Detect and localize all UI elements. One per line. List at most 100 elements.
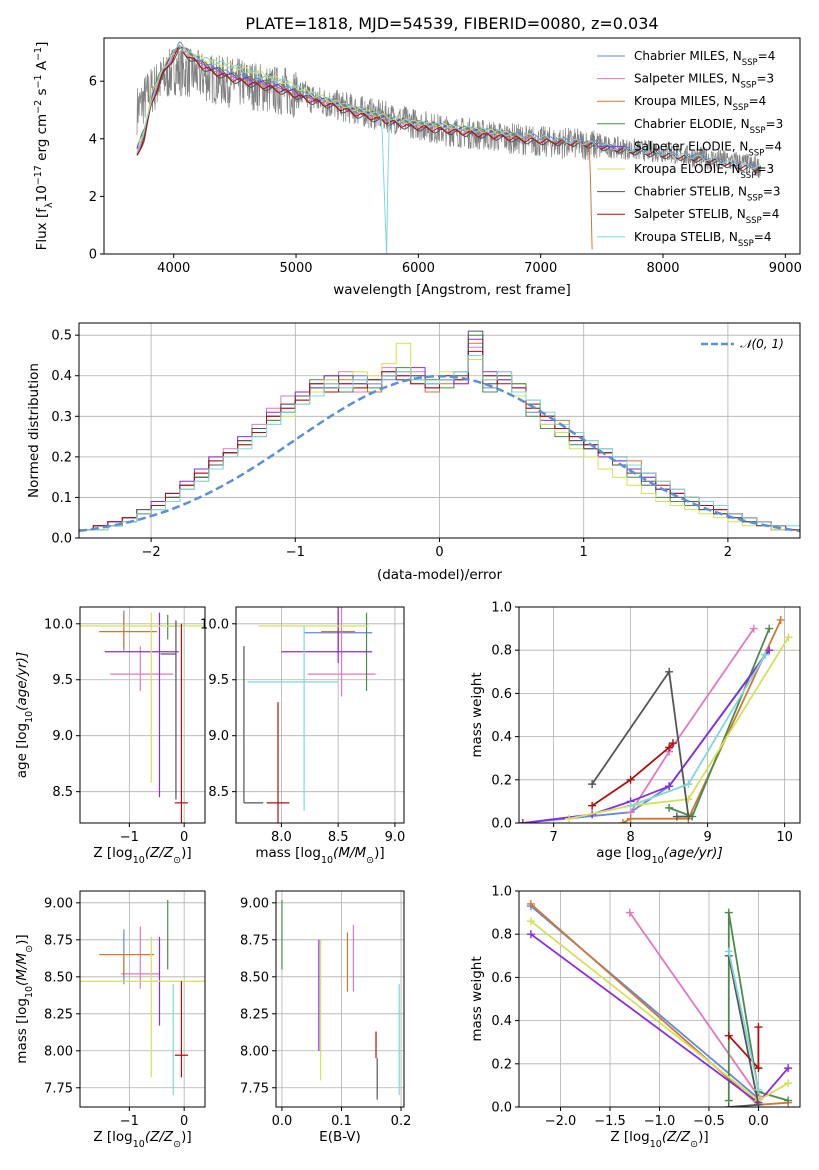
label-part: A <box>34 60 50 74</box>
axes-frame <box>275 890 405 1108</box>
legend-sub: SSP <box>750 126 766 136</box>
x-axis-label: Z [log10(Z/Z⊙)] <box>93 1129 191 1150</box>
y-tick-label: 0.6 <box>491 687 512 702</box>
x-tick-label: 0 <box>180 830 188 845</box>
errorbar-point <box>110 646 174 691</box>
x-tick-label: 9000 <box>769 261 802 276</box>
x-tick-label: −2.0 <box>545 1114 577 1129</box>
model-spectrum-line <box>136 46 761 254</box>
label-part: Z [log <box>610 1129 649 1145</box>
x-tick-label: 1 <box>580 545 588 560</box>
y-tick-label: 8.25 <box>240 1007 269 1022</box>
weight-marker <box>754 1023 763 1032</box>
label-part: )] <box>14 934 30 945</box>
x-tick-label: 4000 <box>157 261 190 276</box>
axes-frame <box>518 606 801 824</box>
label-part: 10 <box>133 855 145 866</box>
x-axis-label: wavelength [Angstrom, rest frame] <box>333 282 571 298</box>
legend-value: =4 <box>754 230 772 244</box>
weight-marker <box>626 814 635 823</box>
x-tick-label: 9 <box>703 830 711 845</box>
axes-age-vs-Z: −1 0 8.5 9.0 9.5 10.0 <box>44 606 206 845</box>
y-tick-label: 0 <box>89 248 97 263</box>
y-tick-label: 2 <box>89 190 97 205</box>
legend-name: Kroupa ELODIE, N <box>634 162 741 176</box>
plot-area <box>519 615 793 823</box>
model-spectrum-line <box>136 45 516 146</box>
x-axis-label: E(B-V) <box>319 1129 361 1145</box>
y-tick-label: 0.0 <box>51 532 72 547</box>
errorbar-point <box>99 954 155 977</box>
weight-marker <box>565 814 574 823</box>
label-part: 10 <box>650 1139 662 1150</box>
weight-series <box>724 947 763 1094</box>
gaussian-curve <box>79 374 800 533</box>
x-axis-label: mass [log10(M/M⊙)] <box>255 845 384 866</box>
x-tick-label: −1 <box>120 1114 139 1129</box>
label-part: (Z/Z <box>145 845 174 861</box>
errorbar-point <box>174 623 189 823</box>
errorbar-point <box>104 612 179 798</box>
legend-sub: SSP <box>741 171 757 181</box>
histogram-step <box>79 355 800 531</box>
x-axis-label: age [log10(age/yr)] <box>596 845 722 866</box>
legend-name: Salpeter MILES, N <box>634 72 741 86</box>
weight-series <box>724 1023 763 1073</box>
label-part: ⊙ <box>173 1139 181 1150</box>
errorbar-point <box>80 612 205 783</box>
y-axis-label: age [log10(age/yr)] <box>14 652 35 778</box>
label-part: −1 <box>33 47 44 61</box>
x-tick-label: 2 <box>724 545 732 560</box>
weight-marker <box>749 624 758 633</box>
label-part: −1 <box>33 74 44 88</box>
legend-name: Chabrier ELODIE, N <box>634 117 750 131</box>
weight-marker <box>665 667 674 676</box>
weight-marker <box>784 1079 793 1088</box>
y-tick-label: 8.75 <box>240 933 269 948</box>
x-axis-label: Z [log10(Z/Z⊙)] <box>610 1129 708 1150</box>
y-axis-label: mass [log10(M/M⊙)] <box>14 934 35 1063</box>
errorbar-point <box>121 926 160 989</box>
label-part: Z [log <box>93 845 132 861</box>
legend-name: Kroupa STELIB, N <box>634 230 738 244</box>
errorbar-point <box>80 936 205 1078</box>
weight-series <box>588 739 677 810</box>
y-tick-label: 7.75 <box>240 1081 269 1096</box>
axes-frame <box>79 606 206 824</box>
label-part: 10 <box>321 855 333 866</box>
plot-area <box>79 330 800 533</box>
weight-line <box>591 742 674 807</box>
axes-weight-vs-age: 7 8 9 10 0.0 0.2 0.4 0.6 0.8 1.0 <box>491 601 801 845</box>
y-tick-label: 0.5 <box>51 329 72 344</box>
label-part: s <box>34 88 50 99</box>
legend-name: Salpeter STELIB, N <box>634 207 746 221</box>
weight-marker <box>672 812 681 821</box>
errorbar-point <box>160 620 177 800</box>
x-axis-label: (data-model)/error <box>377 567 503 583</box>
x-tick-label: 8.0 <box>271 830 292 845</box>
plot-area <box>136 41 762 254</box>
errorbar-point <box>99 614 157 649</box>
y-tick-label: 8.00 <box>44 1044 73 1059</box>
y-tick-label: 0.2 <box>51 450 72 465</box>
y-tick-label: 0.3 <box>51 410 72 425</box>
label-part: )] <box>374 845 385 861</box>
y-tick-label: 10.0 <box>200 617 229 632</box>
label-part: )] <box>181 1129 192 1145</box>
y-tick-label: 0.1 <box>51 491 72 506</box>
label-part: −17 <box>33 165 44 185</box>
weight-marker <box>665 782 674 791</box>
weight-marker <box>724 1031 733 1040</box>
weight-marker <box>588 801 597 810</box>
x-tick-label: 0.0 <box>272 1114 293 1129</box>
label-part: ⊙ <box>690 1139 698 1150</box>
y-tick-label: 0.4 <box>491 730 512 745</box>
y-tick-label: 0.8 <box>491 928 512 943</box>
legend-sub: SSP <box>733 103 749 113</box>
y-tick-label: 10.0 <box>44 617 73 632</box>
x-tick-label: −1 <box>286 545 305 560</box>
plot-area <box>80 899 205 1096</box>
y-tick-label: 8.00 <box>240 1044 269 1059</box>
model-spectrum-line <box>136 45 517 149</box>
y-tick-label: 0.6 <box>491 971 512 986</box>
